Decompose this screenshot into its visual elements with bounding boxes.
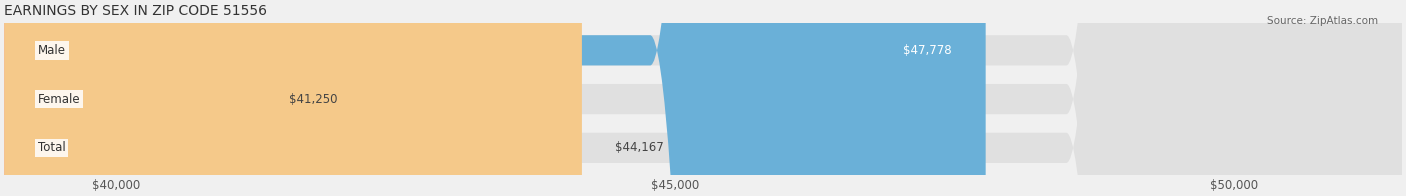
FancyBboxPatch shape xyxy=(4,0,1402,196)
FancyBboxPatch shape xyxy=(4,0,1402,196)
Text: Total: Total xyxy=(38,141,66,154)
FancyBboxPatch shape xyxy=(4,0,1402,196)
Text: $44,167: $44,167 xyxy=(616,141,664,154)
FancyBboxPatch shape xyxy=(0,0,340,196)
Text: Male: Male xyxy=(38,44,66,57)
Text: Female: Female xyxy=(38,93,80,106)
FancyBboxPatch shape xyxy=(4,0,986,196)
Text: $47,778: $47,778 xyxy=(904,44,952,57)
Text: EARNINGS BY SEX IN ZIP CODE 51556: EARNINGS BY SEX IN ZIP CODE 51556 xyxy=(4,4,267,18)
Text: Source: ZipAtlas.com: Source: ZipAtlas.com xyxy=(1267,16,1378,26)
Text: $41,250: $41,250 xyxy=(290,93,337,106)
FancyBboxPatch shape xyxy=(4,0,582,196)
